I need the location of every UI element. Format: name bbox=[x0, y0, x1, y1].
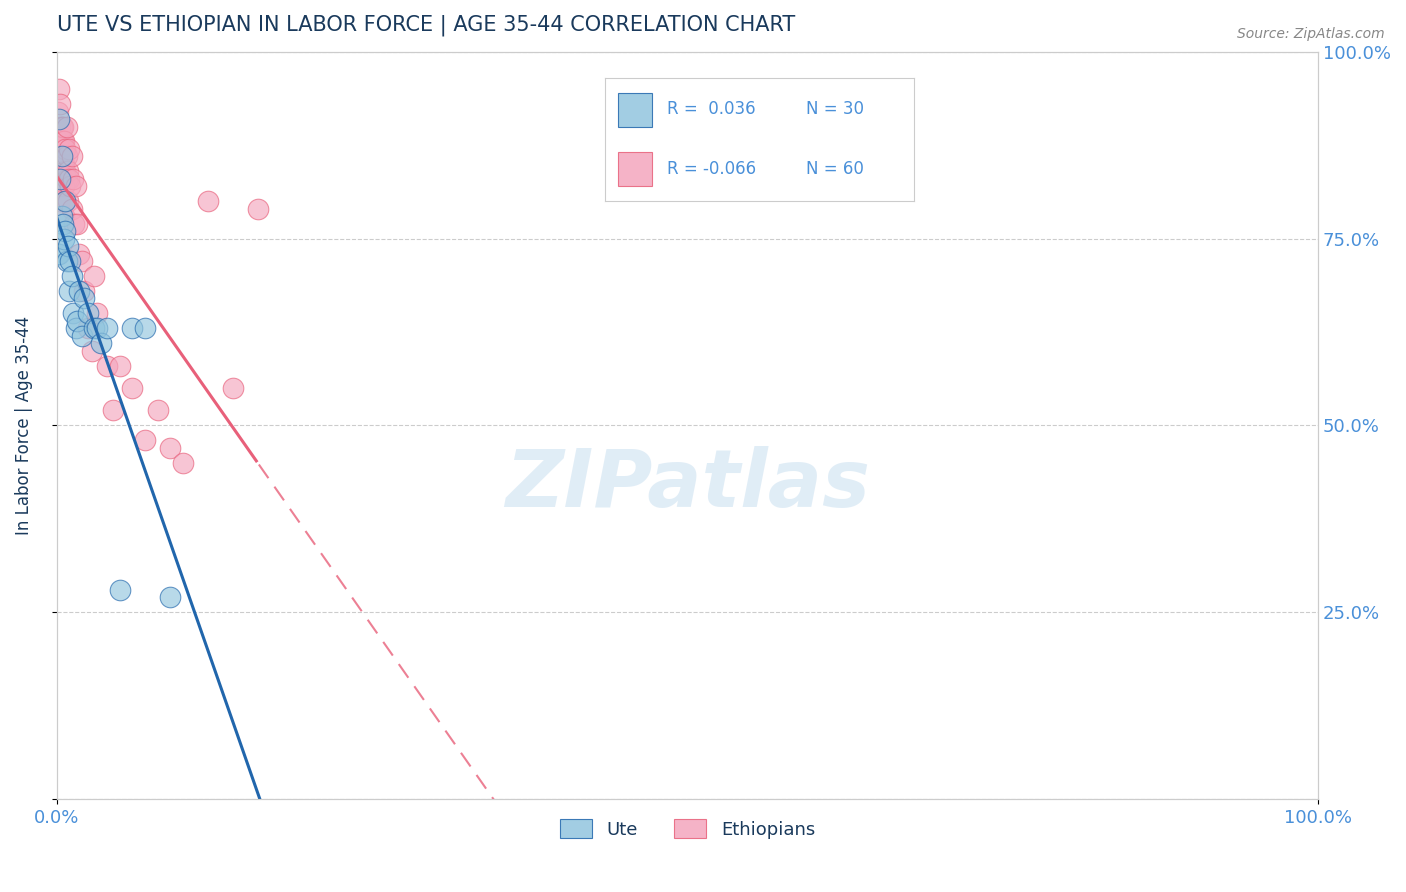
Point bbox=[46, 104, 69, 119]
Point bbox=[52, 217, 75, 231]
Point bbox=[55, 120, 77, 134]
Point bbox=[146, 403, 169, 417]
Text: Source: ZipAtlas.com: Source: ZipAtlas.com bbox=[1237, 27, 1385, 41]
Point bbox=[159, 590, 181, 604]
Point bbox=[52, 135, 75, 149]
Point bbox=[66, 314, 89, 328]
Point bbox=[134, 434, 156, 448]
Point bbox=[56, 164, 79, 178]
Point bbox=[51, 171, 73, 186]
Point bbox=[48, 135, 70, 149]
Point bbox=[55, 149, 77, 163]
Point bbox=[121, 321, 143, 335]
Point bbox=[67, 246, 90, 260]
Point bbox=[121, 381, 143, 395]
Point bbox=[172, 456, 194, 470]
Point bbox=[55, 164, 77, 178]
Legend: Ute, Ethiopians: Ute, Ethiopians bbox=[553, 812, 823, 846]
Point bbox=[55, 254, 77, 268]
Point bbox=[49, 97, 72, 112]
Point bbox=[65, 321, 87, 335]
Point bbox=[55, 194, 77, 209]
Point bbox=[46, 157, 69, 171]
Point bbox=[108, 359, 131, 373]
Point bbox=[103, 403, 125, 417]
Point bbox=[55, 171, 77, 186]
Point bbox=[83, 268, 105, 283]
Point bbox=[56, 239, 79, 253]
Point bbox=[96, 359, 118, 373]
Point bbox=[159, 441, 181, 455]
Point bbox=[197, 194, 219, 209]
Point bbox=[53, 179, 76, 194]
Point bbox=[51, 149, 73, 163]
Point bbox=[67, 284, 90, 298]
Point bbox=[66, 217, 89, 231]
Point bbox=[86, 321, 108, 335]
Point bbox=[49, 171, 72, 186]
Point bbox=[59, 179, 82, 194]
Point bbox=[58, 142, 80, 156]
Point bbox=[51, 149, 73, 163]
Point bbox=[86, 306, 108, 320]
Point bbox=[52, 157, 75, 171]
Point bbox=[55, 224, 77, 238]
Point bbox=[70, 328, 93, 343]
Point bbox=[51, 120, 73, 134]
Point bbox=[49, 142, 72, 156]
Point bbox=[73, 291, 96, 305]
Point bbox=[48, 157, 70, 171]
Point bbox=[52, 171, 75, 186]
Point bbox=[90, 336, 112, 351]
Point bbox=[77, 306, 100, 320]
Point bbox=[70, 254, 93, 268]
Point bbox=[60, 268, 83, 283]
Point bbox=[58, 284, 80, 298]
Point bbox=[55, 142, 77, 156]
Text: ZIPatlas: ZIPatlas bbox=[505, 446, 870, 524]
Point bbox=[83, 321, 105, 335]
Point bbox=[51, 135, 73, 149]
Point bbox=[96, 321, 118, 335]
Point bbox=[58, 171, 80, 186]
Point bbox=[51, 209, 73, 223]
Point bbox=[49, 164, 72, 178]
Point bbox=[48, 112, 70, 126]
Point bbox=[60, 202, 83, 216]
Point bbox=[48, 246, 70, 260]
Y-axis label: In Labor Force | Age 35-44: In Labor Force | Age 35-44 bbox=[15, 316, 32, 535]
Point bbox=[80, 343, 103, 358]
Point bbox=[222, 381, 245, 395]
Point bbox=[77, 321, 100, 335]
Text: UTE VS ETHIOPIAN IN LABOR FORCE | AGE 35-44 CORRELATION CHART: UTE VS ETHIOPIAN IN LABOR FORCE | AGE 35… bbox=[56, 15, 794, 37]
Point bbox=[53, 157, 76, 171]
Point bbox=[62, 171, 84, 186]
Point bbox=[108, 582, 131, 597]
Point bbox=[53, 135, 76, 149]
Point bbox=[73, 284, 96, 298]
Point bbox=[53, 209, 76, 223]
Point bbox=[46, 179, 69, 194]
Point bbox=[46, 135, 69, 149]
Point bbox=[60, 149, 83, 163]
Point bbox=[134, 321, 156, 335]
Point bbox=[247, 202, 270, 216]
Point bbox=[49, 120, 72, 134]
Point bbox=[53, 231, 76, 245]
Point bbox=[63, 217, 86, 231]
Point bbox=[65, 179, 87, 194]
Point bbox=[56, 194, 79, 209]
Point bbox=[55, 194, 77, 209]
Point bbox=[46, 246, 69, 260]
Point bbox=[49, 194, 72, 209]
Point bbox=[48, 179, 70, 194]
Point bbox=[59, 254, 82, 268]
Point bbox=[48, 82, 70, 96]
Point bbox=[52, 120, 75, 134]
Point bbox=[62, 306, 84, 320]
